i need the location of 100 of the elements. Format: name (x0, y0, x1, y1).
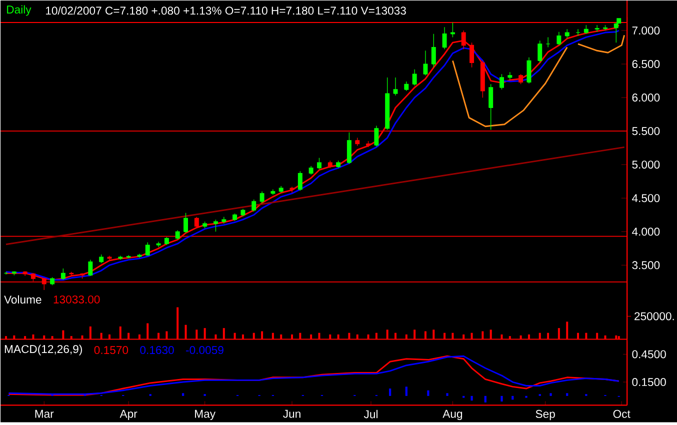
candlestick (184, 212, 188, 234)
candlestick (614, 22, 618, 44)
candlestick (385, 77, 390, 130)
candlestick (584, 25, 588, 34)
chart-title: Daily (7, 5, 32, 16)
candlestick (546, 37, 550, 48)
candlestick (12, 271, 16, 276)
candlestick (346, 132, 352, 164)
bar (405, 386, 408, 396)
candlestick (518, 74, 524, 85)
y-tick-label: 6.500 (632, 60, 660, 68)
candlestick (431, 34, 436, 68)
x-tick-label: Oct (613, 410, 630, 418)
candlestick (328, 160, 332, 168)
bar (550, 393, 552, 396)
candlestick (442, 27, 447, 50)
line-series (577, 34, 626, 54)
candlestick (576, 29, 580, 36)
candlestick (450, 22, 455, 38)
candlestick (500, 74, 504, 90)
x-tick-label: Mar (35, 410, 54, 418)
candlestick (470, 42, 474, 68)
x-tick-label: Jun (283, 410, 300, 418)
x-tick-label: Jul (364, 410, 378, 418)
annotation: 0.1630 (140, 346, 174, 354)
bar (427, 390, 430, 396)
candlestick (278, 186, 284, 194)
candlestick (423, 50, 428, 76)
candlestick (564, 29, 570, 40)
candlestick (270, 189, 276, 196)
candlestick (461, 30, 466, 50)
y-tick-label: 5.000 (632, 160, 660, 169)
candlestick (22, 271, 28, 276)
x-tick-label: Aug (442, 410, 462, 420)
y-tick-label: 0.1500 (632, 378, 666, 386)
bar (388, 388, 392, 396)
chart-subtitle: 10/02/2007 C=7.180 +.080 +1.13% O=7.110 H=7.180 L=7.110 V=13033 (46, 6, 406, 15)
candlestick (526, 57, 532, 84)
candlestick (412, 69, 417, 86)
candlestick (50, 277, 55, 286)
candlestick (213, 219, 218, 232)
candlestick (508, 72, 512, 80)
annotation: 0.1570 (94, 346, 128, 354)
candlestick (164, 236, 169, 246)
line-series (452, 46, 568, 128)
bar (446, 393, 448, 396)
candlestick (232, 213, 238, 222)
candlestick (603, 25, 608, 32)
bar (500, 396, 503, 402)
candlestick (488, 84, 494, 130)
candlestick (374, 126, 379, 148)
candlestick (393, 77, 398, 96)
candlestick (308, 166, 314, 176)
y-tick-label: 5.500 (632, 127, 660, 136)
bar (470, 396, 473, 401)
candlestick (366, 140, 371, 148)
candlestick (316, 158, 322, 170)
candlestick (538, 40, 542, 64)
candlestick (298, 171, 302, 192)
y-tick-label: 4.000 (632, 228, 660, 236)
candlestick (594, 25, 600, 32)
candlestick (290, 186, 294, 194)
text: 13033.00 (54, 296, 100, 304)
y-tick-label: 0.4500 (632, 350, 666, 358)
bar (484, 396, 486, 403)
x-tick-label: Apr (120, 410, 138, 420)
candlestick (480, 60, 485, 98)
bar (566, 393, 568, 396)
candlestick (88, 260, 93, 276)
candlestick (107, 256, 112, 261)
bar (182, 393, 184, 396)
y-tick-label: 7.000 (632, 26, 660, 35)
candlestick (4, 272, 8, 276)
y-tick-label: 4.500 (632, 194, 660, 202)
chart-title: Volume (4, 295, 42, 304)
candlestick (126, 254, 131, 259)
candlestick (202, 221, 208, 229)
x-tick-label: May (195, 410, 216, 420)
candlestick (404, 81, 409, 92)
candlestick (556, 32, 562, 46)
y-tick-label: 6.000 (632, 94, 660, 102)
candlestick (222, 216, 226, 224)
y-tick-label: 3.500 (632, 261, 660, 270)
candlestick (99, 254, 104, 264)
candlestick (145, 242, 150, 256)
candlestick (336, 160, 341, 168)
candlestick (137, 254, 142, 258)
candlestick (260, 191, 264, 204)
candlestick (194, 216, 199, 229)
text: 250000. (634, 312, 674, 320)
annotation: -0.0059 (186, 346, 224, 354)
candlestick (175, 230, 180, 240)
candlestick (252, 199, 256, 212)
x-tick-label: Sep (536, 410, 555, 420)
candlestick (60, 268, 66, 280)
candlestick (118, 256, 123, 260)
candlestick (156, 242, 161, 248)
candlestick (355, 138, 360, 146)
candlestick (240, 208, 246, 217)
chart-title: MACD(12,26,9) (4, 344, 82, 356)
